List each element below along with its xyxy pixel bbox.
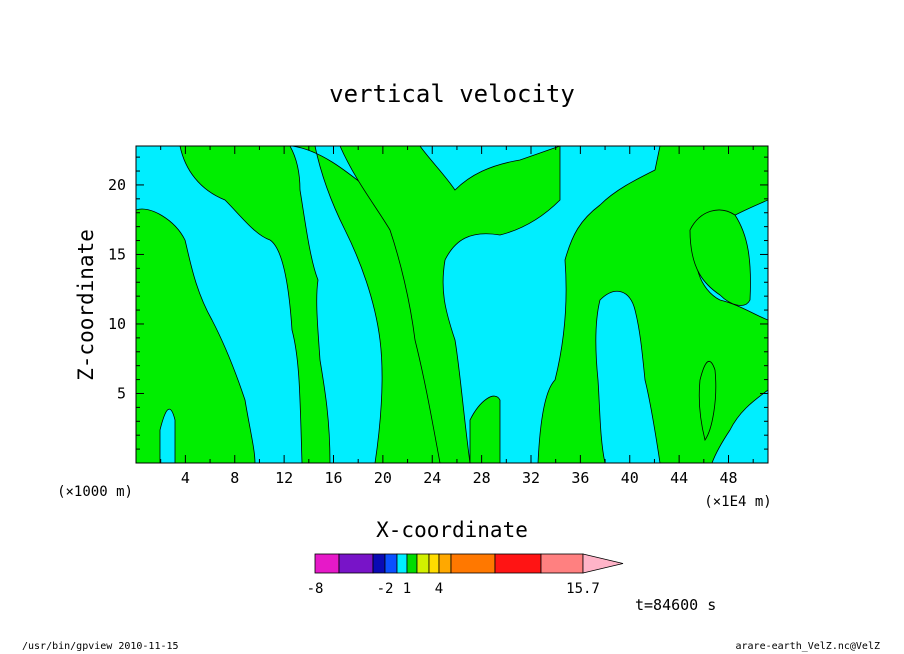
- colorbar-swatch: [428, 553, 440, 574]
- colorbar-tick-label: 4: [435, 581, 443, 597]
- y-tick-label: 5: [117, 384, 126, 402]
- x-tick-label: 16: [324, 469, 342, 487]
- x-tick-label: 28: [473, 469, 491, 487]
- colorbar-tick-label: 1: [403, 581, 411, 597]
- x-tick-label: 20: [374, 469, 392, 487]
- footer-right: arare-earth_VelZ.nc@VelZ: [735, 641, 881, 652]
- y-tick-label: 20: [108, 176, 126, 194]
- y-axis-label: Z-coordinate: [74, 229, 98, 381]
- x-tick-label: 48: [719, 469, 737, 487]
- y-tick-label: 10: [108, 315, 126, 333]
- y-axis: 5 10 15 20: [108, 156, 768, 450]
- colorbar-arrow: [582, 553, 624, 574]
- updraft-region: [339, 146, 561, 463]
- updraft-region: [136, 208, 256, 463]
- colorbar-swatch: [384, 553, 398, 574]
- time-label: t=84600 s: [635, 596, 716, 614]
- plot-frame: [135, 145, 769, 464]
- updraft-region: [698, 360, 717, 441]
- footer-left: /usr/bin/gpview 2010-11-15: [22, 641, 179, 652]
- y-tick-label: 15: [108, 245, 126, 263]
- x-unit-right: (×1E4 m): [704, 494, 771, 510]
- x-tick-label: 36: [571, 469, 589, 487]
- colorbar-swatch: [372, 553, 386, 574]
- colorbar-labels: -8 -2 1 4 15.7: [307, 581, 600, 597]
- x-axis-label: X-coordinate: [376, 518, 528, 542]
- chart-title: vertical velocity: [329, 80, 575, 108]
- x-tick-label: 8: [230, 469, 239, 487]
- x-tick-label: 12: [275, 469, 293, 487]
- colorbar-swatch: [438, 553, 452, 574]
- updraft-region: [159, 408, 176, 463]
- colorbar-swatch: [540, 553, 584, 574]
- x-tick-label: 44: [670, 469, 688, 487]
- colorbar-swatch: [406, 553, 418, 574]
- colorbar-swatch: [450, 553, 496, 574]
- colorbar: [314, 553, 624, 574]
- colorbar-tick-label: 15.7: [566, 581, 600, 597]
- colorbar-swatch: [416, 553, 430, 574]
- colorbar-swatch: [494, 553, 542, 574]
- x-tick-label: 4: [181, 469, 190, 487]
- x-axis: 4 8 12 16 20 24 28 32 36 40 44 48: [160, 146, 754, 487]
- contour-regions: [136, 146, 768, 463]
- colorbar-swatch: [396, 553, 408, 574]
- updraft-region: [179, 146, 331, 463]
- updraft-region: [689, 209, 751, 306]
- colorbar-tick-label: -2: [377, 581, 394, 597]
- x-tick-label: 32: [522, 469, 540, 487]
- x-tick-label: 24: [423, 469, 441, 487]
- x-tick-label: 40: [621, 469, 639, 487]
- updraft-region: [469, 395, 501, 463]
- colorbar-tick-label: -8: [307, 581, 324, 597]
- colorbar-swatch: [314, 553, 340, 574]
- colorbar-swatch: [338, 553, 374, 574]
- x-unit-left: (×1000 m): [57, 484, 133, 500]
